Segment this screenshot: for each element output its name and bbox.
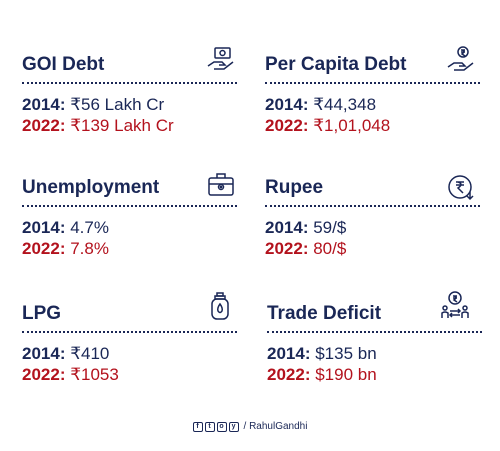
- value-2022: 2022: ₹1053: [22, 365, 119, 384]
- card-title: Trade Deficit: [267, 303, 382, 324]
- value-2014: 2014: 4.7%: [22, 218, 109, 237]
- value-2014: 2014: ₹44,348: [265, 95, 377, 114]
- card-lpg: LPG 2014: ₹410 2022: ₹1053: [22, 303, 237, 385]
- value-2014: 2014: ₹56 Lakh Cr: [22, 95, 165, 114]
- rupee-down-icon: [446, 172, 476, 202]
- youtube-icon: y: [228, 421, 239, 432]
- card-trade-deficit: Trade Deficit 2014: $135 bn 2022: $190 b…: [267, 303, 482, 385]
- card-unemployment: Unemployment 2014: 4.7% 2022: 7.8%: [22, 177, 237, 259]
- divider: [22, 82, 237, 84]
- value-2022: 2022: $190 bn: [267, 365, 377, 384]
- card-title: GOI Debt: [22, 54, 105, 75]
- facebook-icon: f: [192, 421, 203, 432]
- card-title: Unemployment: [22, 177, 160, 198]
- value-2014: 2014: $135 bn: [267, 344, 377, 363]
- coin-hand-icon: [446, 44, 476, 74]
- card-per-capita-debt: Per Capita Debt 2014: ₹44,348 2022: ₹1,0…: [265, 54, 480, 136]
- card-title: LPG: [22, 303, 62, 324]
- divider: [265, 82, 480, 84]
- money-hand-icon: [206, 44, 236, 74]
- footer: f t o y / RahulGandhi: [0, 421, 500, 432]
- twitter-icon: t: [204, 421, 215, 432]
- divider: [22, 205, 237, 207]
- briefcase-icon: [206, 169, 236, 199]
- gas-cylinder-icon: [205, 291, 235, 321]
- trade-deficit-icon: [440, 290, 470, 320]
- value-2014: 2014: ₹410: [22, 344, 110, 363]
- instagram-icon: o: [216, 421, 227, 432]
- divider: [267, 331, 482, 333]
- value-2022: 2022: ₹1,01,048: [265, 116, 391, 135]
- divider: [22, 331, 237, 333]
- value-2022: 2022: 80/$: [265, 239, 347, 258]
- card-title: Per Capita Debt: [265, 54, 407, 75]
- value-2022: 2022: ₹139 Lakh Cr: [22, 116, 174, 135]
- value-2022: 2022: 7.8%: [22, 239, 109, 258]
- social-handle: / RahulGandhi: [243, 421, 308, 432]
- divider: [265, 205, 480, 207]
- card-title: Rupee: [265, 177, 324, 198]
- card-rupee: Rupee 2014: 59/$ 2022: 80/$: [265, 177, 480, 259]
- value-2014: 2014: 59/$: [265, 218, 347, 237]
- card-goi-debt: GOI Debt 2014: ₹56 Lakh Cr 2022: ₹139 La…: [22, 54, 237, 136]
